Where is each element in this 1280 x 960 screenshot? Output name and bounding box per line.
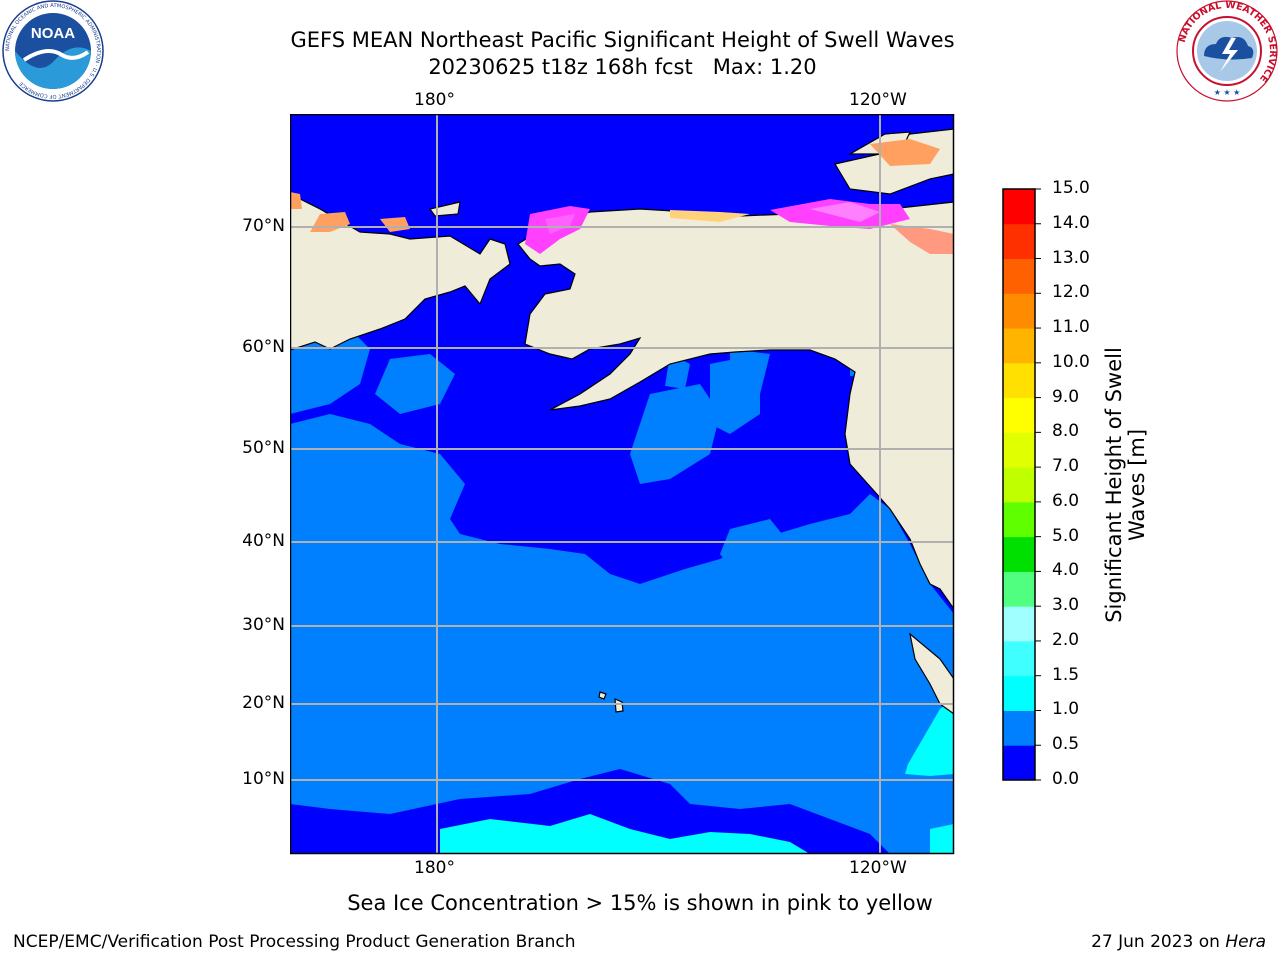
sea-ice	[290, 139, 954, 254]
chart-title-line2: 20230625 t18z 168h fcst Max: 1.20	[428, 55, 817, 79]
colorbar-tick-label: 9.0	[1052, 386, 1080, 407]
colorbar-label: Significant Height of Swell Waves [m]	[1102, 347, 1149, 623]
lat-label-60n: 60°N	[242, 337, 285, 357]
footer-date: 27 Jun 2023 on	[1091, 932, 1226, 952]
colorbar-tick-label: 0.0	[1052, 769, 1080, 789]
colorbar-segment	[1003, 501, 1035, 538]
colorbar-tick-label: 7.0	[1052, 456, 1080, 477]
noaa-logo-text: NOAA	[31, 25, 75, 42]
colorbar-tick-label: 12.0	[1052, 282, 1090, 303]
colorbar-segment	[1003, 640, 1035, 677]
lat-label-10n: 10°N	[242, 769, 285, 789]
lat-label-50n: 50°N	[242, 438, 285, 458]
colorbar-tick-label: 14.0	[1052, 212, 1090, 233]
colorbar-segment	[1003, 710, 1035, 746]
colorbar-segment	[1003, 328, 1035, 364]
colorbar-tick-label: 10.0	[1052, 351, 1090, 372]
lat-label-20n: 20°N	[242, 693, 285, 713]
colorbar-tick-label: 2.0	[1052, 629, 1080, 650]
colorbar-segment	[1003, 293, 1035, 329]
colorbar-segment	[1003, 536, 1035, 572]
lon-label-bottom-180: 180°	[414, 858, 455, 878]
lon-label-bottom-120w: 120°W	[849, 858, 907, 878]
gridlines	[290, 114, 954, 854]
colorbar-segment	[1003, 432, 1035, 468]
colorbar-segment	[1003, 571, 1035, 607]
lat-label-30n: 30°N	[242, 615, 285, 635]
colorbar-tick-label: 4.0	[1052, 560, 1080, 581]
colorbar	[1002, 188, 1041, 781]
footer-machine: Hera	[1225, 932, 1266, 952]
colorbar-label-line2: Waves [m]	[1125, 428, 1149, 542]
colorbar-segment	[1003, 258, 1035, 294]
colorbar-tick-label: 15.0	[1052, 178, 1090, 198]
colorbar-tick-label: 6.0	[1052, 490, 1080, 511]
footer-right: 27 Jun 2023 on Hera	[1091, 932, 1266, 952]
lat-label-70n: 70°N	[242, 216, 285, 236]
ocean-field-high	[440, 699, 954, 854]
footer-left: NCEP/EMC/Verification Post Processing Pr…	[13, 932, 576, 952]
colorbar-segment	[1003, 606, 1035, 642]
colorbar-tick-label: 8.0	[1052, 421, 1080, 442]
colorbar-segment	[1003, 745, 1035, 781]
colorbar-segment	[1003, 223, 1035, 260]
colorbar-label-line1: Significant Height of Swell	[1102, 347, 1126, 623]
colorbar-segment	[1003, 362, 1035, 399]
chart-title-line1: GEFS MEAN Northeast Pacific Significant …	[290, 28, 955, 52]
lon-label-top-180: 180°	[414, 90, 455, 110]
colorbar-segment	[1003, 467, 1035, 503]
colorbar-frame	[1002, 188, 1036, 781]
map-frame	[290, 114, 955, 855]
colorbar-tick-label: 11.0	[1052, 317, 1090, 338]
colorbar-tick-label: 1.0	[1052, 699, 1080, 720]
noaa-logo: NOAA NATIONAL OCEANIC AND ATMOSPHERIC AD…	[2, 0, 104, 102]
colorbar-tick-label: 0.5	[1052, 734, 1080, 755]
colorbar-segment	[1003, 397, 1035, 433]
svg-text:★ ★ ★: ★ ★ ★	[1214, 88, 1241, 97]
colorbar-tick-label: 13.0	[1052, 247, 1090, 268]
lon-label-top-120w: 120°W	[849, 90, 907, 110]
nws-logo: NATIONAL WEATHER SERVICE ★ ★ ★	[1176, 0, 1278, 102]
colorbar-segment	[1003, 675, 1035, 711]
colorbar-tick-label: 5.0	[1052, 525, 1080, 546]
lat-label-40n: 40°N	[242, 531, 285, 551]
colorbar-segment	[1003, 189, 1035, 225]
sea-ice-caption: Sea Ice Concentration > 15% is shown in …	[347, 891, 933, 915]
swell-height-map	[290, 114, 955, 855]
colorbar-tick-label: 1.5	[1052, 664, 1080, 685]
colorbar-tick-label: 3.0	[1052, 595, 1080, 616]
